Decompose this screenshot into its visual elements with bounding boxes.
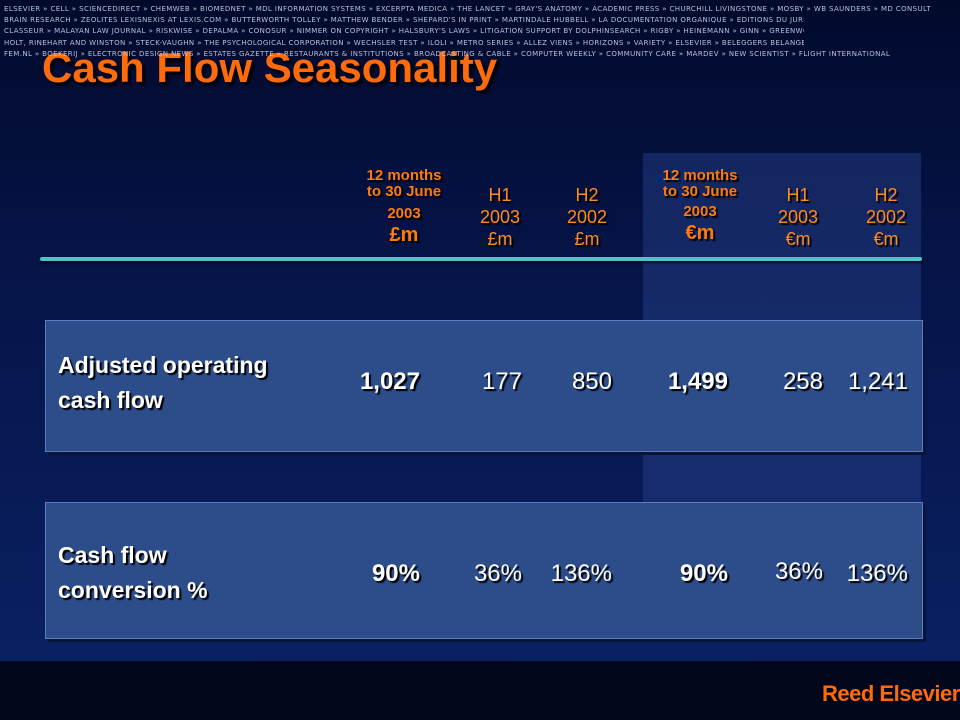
value-cell: 258 xyxy=(782,368,823,395)
brand-list-line: FEM.NL » BOEKERIJ » ELECTRONIC DESIGN NE… xyxy=(4,49,891,58)
value-cell: 1,027 xyxy=(359,368,420,395)
value-cell: 177 xyxy=(481,368,522,395)
col-header-line: to 30 June xyxy=(366,182,442,200)
col-header-line: H1 xyxy=(488,185,512,205)
column-header-h1-2003-gbp: H1 2003 £m xyxy=(468,186,532,249)
brand-list-line: BRAIN RESEARCH » ZEOLITES LEXISNEXIS AT … xyxy=(4,16,804,25)
col-header-currency: €m xyxy=(685,222,715,245)
col-header-line: 12 months xyxy=(366,167,442,184)
col-header-currency: €m xyxy=(873,228,899,249)
value-cell: 136% xyxy=(550,560,612,587)
brand-footer xyxy=(0,661,960,720)
row-label-line: Adjusted operating xyxy=(58,352,268,378)
col-header-currency: £m xyxy=(574,228,600,249)
brand-list: ELSEVIER » CELL » SCIENCEDIRECT » CHEMWE… xyxy=(4,4,959,60)
slide-title: Cash Flow Seasonality xyxy=(42,44,498,91)
value-cell: 1,499 xyxy=(667,368,728,395)
col-header-line: 12 months xyxy=(662,167,738,184)
column-header-h2-2002-gbp: H2 2002 £m xyxy=(555,186,619,249)
brand-list-line: HOLT, RINEHART AND WINSTON » STECK-VAUGH… xyxy=(4,38,804,47)
row-label-cash-flow-conversion: Cash flow conversion % xyxy=(58,538,208,608)
col-header-currency: €m xyxy=(785,228,811,249)
value-cell: 36% xyxy=(774,558,823,585)
col-header-line: H2 xyxy=(575,185,599,205)
col-header-line: 2002 xyxy=(865,206,907,227)
column-header-h2-2002-eur: H2 2002 €m xyxy=(854,186,918,249)
header-divider xyxy=(40,257,922,261)
value-cell: 36% xyxy=(473,560,522,587)
brand-list-line: ELSEVIER » CELL » SCIENCEDIRECT » CHEMWE… xyxy=(4,5,932,13)
col-header-currency: £m xyxy=(487,228,513,249)
column-header-h1-2003-eur: H1 2003 €m xyxy=(766,186,830,249)
col-header-line: H1 xyxy=(786,185,810,205)
col-header-line: H2 xyxy=(874,185,898,205)
col-header-line: 2002 xyxy=(566,206,608,227)
brand-list-line: CLASSEUR » MALAYAN LAW JOURNAL » RISKWIS… xyxy=(4,27,804,36)
reed-elsevier-logo: Reed Elsevier xyxy=(822,681,960,706)
column-header-12m-eur: 12 months to 30 June 2003 €m xyxy=(646,168,754,244)
value-cell: 1,241 xyxy=(847,368,908,395)
row-label-line: conversion % xyxy=(58,577,208,603)
row-label-line: cash flow xyxy=(58,387,163,413)
col-header-line: 2003 xyxy=(387,204,421,222)
value-cell: 90% xyxy=(679,560,728,587)
value-cell: 850 xyxy=(571,368,612,395)
column-header-12m-gbp: 12 months to 30 June 2003 £m xyxy=(350,168,458,246)
col-header-line: 2003 xyxy=(479,206,521,227)
col-header-line: 2003 xyxy=(683,202,717,220)
value-cell: 90% xyxy=(371,560,420,587)
row-label-line: Cash flow xyxy=(58,542,167,568)
col-header-currency: £m xyxy=(389,224,419,247)
value-cell: 136% xyxy=(846,560,908,587)
col-header-line: to 30 June xyxy=(662,182,738,200)
row-label-adjusted-operating-cash-flow: Adjusted operating cash flow xyxy=(58,348,268,418)
row-adjusted-operating-cash-flow xyxy=(45,320,923,452)
row-cash-flow-conversion xyxy=(45,502,923,639)
col-header-line: 2003 xyxy=(777,206,819,227)
